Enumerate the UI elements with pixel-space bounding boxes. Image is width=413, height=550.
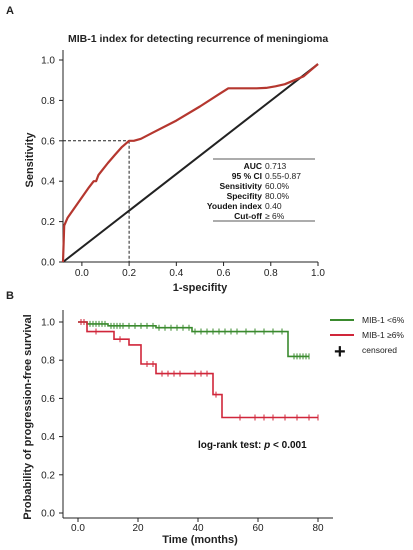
roc-x-tick-label: 1.0 [311,268,325,279]
stats-label: AUC [244,161,262,171]
roc-y-tick-label: 0.6 [41,136,55,147]
km-x-ticks: 0.0 20 40 60 80 [71,518,324,534]
stats-label: Youden index [207,201,262,211]
roc-x-tick-label: 0.2 [122,268,136,279]
roc-x-tick-label: 0.4 [169,268,183,279]
stats-value: 0.55-0.87 [265,171,301,181]
km-x-axis-title: Time (months) [162,534,238,546]
km-y-tick-label: 0.4 [41,432,55,443]
stats-value: 60.0% [265,181,290,191]
km-curve-low [78,321,309,358]
roc-y-tick-label: 1.0 [41,56,55,67]
km-curve-high [78,321,318,419]
panel-b-letter: B [6,290,14,302]
km-x-tick-label: 0.0 [71,523,85,534]
km-x-tick-label: 40 [192,523,204,534]
km-y-tick-label: 0.6 [41,394,55,405]
roc-x-tick-label: 0.0 [75,268,89,279]
stats-label: Cut-off [234,211,262,221]
roc-y-ticks: 0.0 0.2 0.4 0.6 0.8 1.0 [41,56,63,269]
stats-label: 95 % CI [232,171,262,181]
km-plot: 0.0 0.2 0.4 0.6 0.8 1.0 0.0 20 40 60 80 [41,310,333,534]
roc-stats-box: AUC 0.713 95 % CI 0.55-0.87 Sensitivity … [207,158,315,222]
stats-value: 80.0% [265,191,290,201]
legend-label-high: MIB-1 ≥6% [362,330,404,340]
km-x-tick-label: 80 [312,523,324,534]
legend-label-censored: censored [362,345,397,355]
roc-chance-line [62,63,319,263]
km-y-tick-label: 0.0 [41,509,55,520]
roc-y-tick-label: 0.0 [41,258,55,269]
roc-x-ticks: 0.0 0.2 0.4 0.6 0.8 1.0 [75,262,325,279]
roc-curve [61,63,319,263]
stats-label: Specifity [227,191,263,201]
stats-value: ≥ 6% [265,211,285,221]
stats-label: Sensitivity [219,181,262,191]
logrank-annotation: log-rank test: p < 0.001 [198,440,307,451]
roc-x-tick-label: 0.6 [217,268,231,279]
censored-plus-icon: + [334,341,346,363]
legend-label-low: MIB-1 <6% [362,315,405,325]
stats-value: 0.40 [265,201,282,211]
roc-x-tick-label: 0.8 [264,268,278,279]
km-y-tick-label: 1.0 [41,318,55,329]
km-y-tick-label: 0.8 [41,356,55,367]
roc-y-axis-title: Sensitivity [24,132,36,188]
roc-plot: 0.0 0.2 0.4 0.6 0.8 1.0 0.0 0.2 0.4 0.6 0.8 1.0 [41,50,325,279]
km-x-tick-label: 60 [252,523,264,534]
stats-value: 0.713 [265,161,287,171]
km-censor-marks-high [80,319,319,421]
km-y-ticks: 0.0 0.2 0.4 0.6 0.8 1.0 [41,318,63,520]
panel-a-letter: A [6,5,14,17]
roc-y-tick-label: 0.8 [41,96,55,107]
km-y-tick-label: 0.2 [41,470,55,481]
km-x-tick-label: 20 [132,523,144,534]
roc-y-tick-label: 0.4 [41,177,55,188]
km-y-axis-title: Probability of progression-free survival [22,314,34,519]
roc-y-tick-label: 0.2 [41,217,55,228]
km-legend: MIB-1 <6% MIB-1 ≥6% + censored [330,315,405,363]
roc-x-axis-title: 1-specifity [173,282,228,294]
roc-title: MIB-1 index for detecting recurrence of … [68,33,328,45]
